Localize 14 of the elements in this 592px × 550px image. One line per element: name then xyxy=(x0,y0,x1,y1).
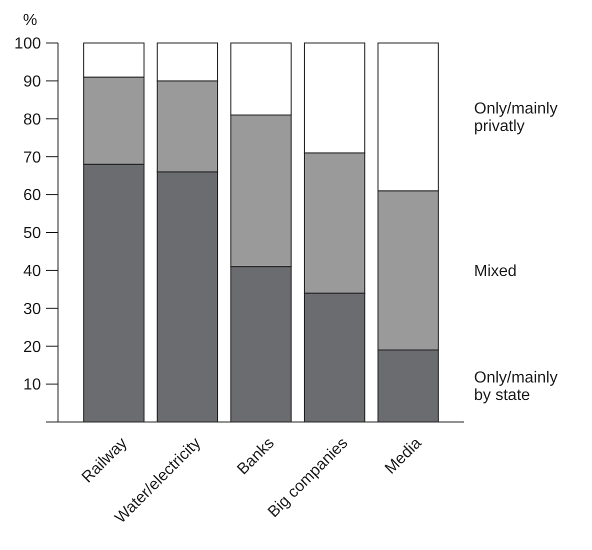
y-tick-label: 50 xyxy=(23,225,42,242)
y-tick-label: 70 xyxy=(23,149,42,166)
text: Only/mainly privatly xyxy=(474,100,558,136)
text: Only/mainly by state xyxy=(474,370,558,404)
text: Mixed xyxy=(474,263,517,280)
y-tick-label: 80 xyxy=(23,111,42,128)
y-tick-label: 30 xyxy=(23,300,42,318)
y-tick-label: 40 xyxy=(23,263,42,280)
y-tick-label: 10 xyxy=(23,376,42,394)
y-axis-title: % xyxy=(23,12,38,29)
y-tick-label: 20 xyxy=(23,338,42,356)
y-tick-label: 100 xyxy=(14,36,42,53)
y-tick-label: 60 xyxy=(23,187,42,204)
y-tick-label: 90 xyxy=(23,74,42,90)
